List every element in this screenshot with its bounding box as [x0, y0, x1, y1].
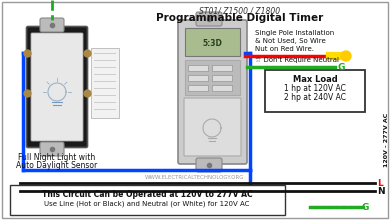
FancyBboxPatch shape — [27, 26, 87, 147]
Text: 1 hp at 120V AC: 1 hp at 120V AC — [284, 84, 346, 93]
Text: Single Pole Installation: Single Pole Installation — [255, 30, 334, 36]
Bar — [265, 70, 365, 112]
Bar — [212, 85, 232, 91]
Text: This Circuit Can be Operated at 120V to 277V AC: This Circuit Can be Operated at 120V to … — [42, 190, 252, 199]
FancyBboxPatch shape — [196, 158, 222, 172]
Text: 120V - 277V AC: 120V - 277V AC — [383, 113, 388, 167]
FancyBboxPatch shape — [40, 142, 64, 156]
Text: 5:3D: 5:3D — [202, 38, 222, 48]
Text: 2 hp at 240V AC: 2 hp at 240V AC — [284, 93, 346, 102]
Text: Nut on Red Wire.: Nut on Red Wire. — [255, 46, 314, 52]
Text: Full Night Light with: Full Night Light with — [18, 153, 96, 162]
Text: G: G — [337, 62, 344, 72]
Text: Programmable Digital Timer: Programmable Digital Timer — [156, 13, 324, 23]
Bar — [188, 75, 208, 81]
FancyBboxPatch shape — [40, 18, 64, 32]
Text: Max Load: Max Load — [292, 75, 337, 84]
Bar — [212, 65, 232, 71]
Text: ST01/ Z1500 / Z1800: ST01/ Z1500 / Z1800 — [199, 6, 280, 15]
FancyBboxPatch shape — [178, 20, 247, 164]
Circle shape — [341, 51, 351, 61]
Text: G: G — [362, 202, 369, 211]
FancyBboxPatch shape — [31, 33, 83, 141]
Bar — [10, 185, 285, 215]
Text: ☆ Don't Require Neutral: ☆ Don't Require Neutral — [255, 57, 339, 63]
Text: L: L — [377, 178, 383, 187]
Bar — [188, 65, 208, 71]
Bar — [185, 60, 240, 95]
Text: Use Line (Hot or Black) and Neutral (or White) for 120V AC: Use Line (Hot or Black) and Neutral (or … — [44, 200, 250, 207]
FancyBboxPatch shape — [184, 98, 241, 156]
Text: Auto Daylight Sensor: Auto Daylight Sensor — [16, 161, 98, 170]
Bar — [188, 85, 208, 91]
Bar — [212, 75, 232, 81]
Bar — [91, 48, 119, 118]
Bar — [185, 28, 240, 56]
Text: N: N — [377, 187, 385, 196]
FancyBboxPatch shape — [196, 12, 222, 26]
Text: WWW.ELECTRICALTECHNOLOGY.ORG: WWW.ELECTRICALTECHNOLOGY.ORG — [145, 175, 245, 180]
Text: & Not Used, So Wire: & Not Used, So Wire — [255, 38, 326, 44]
